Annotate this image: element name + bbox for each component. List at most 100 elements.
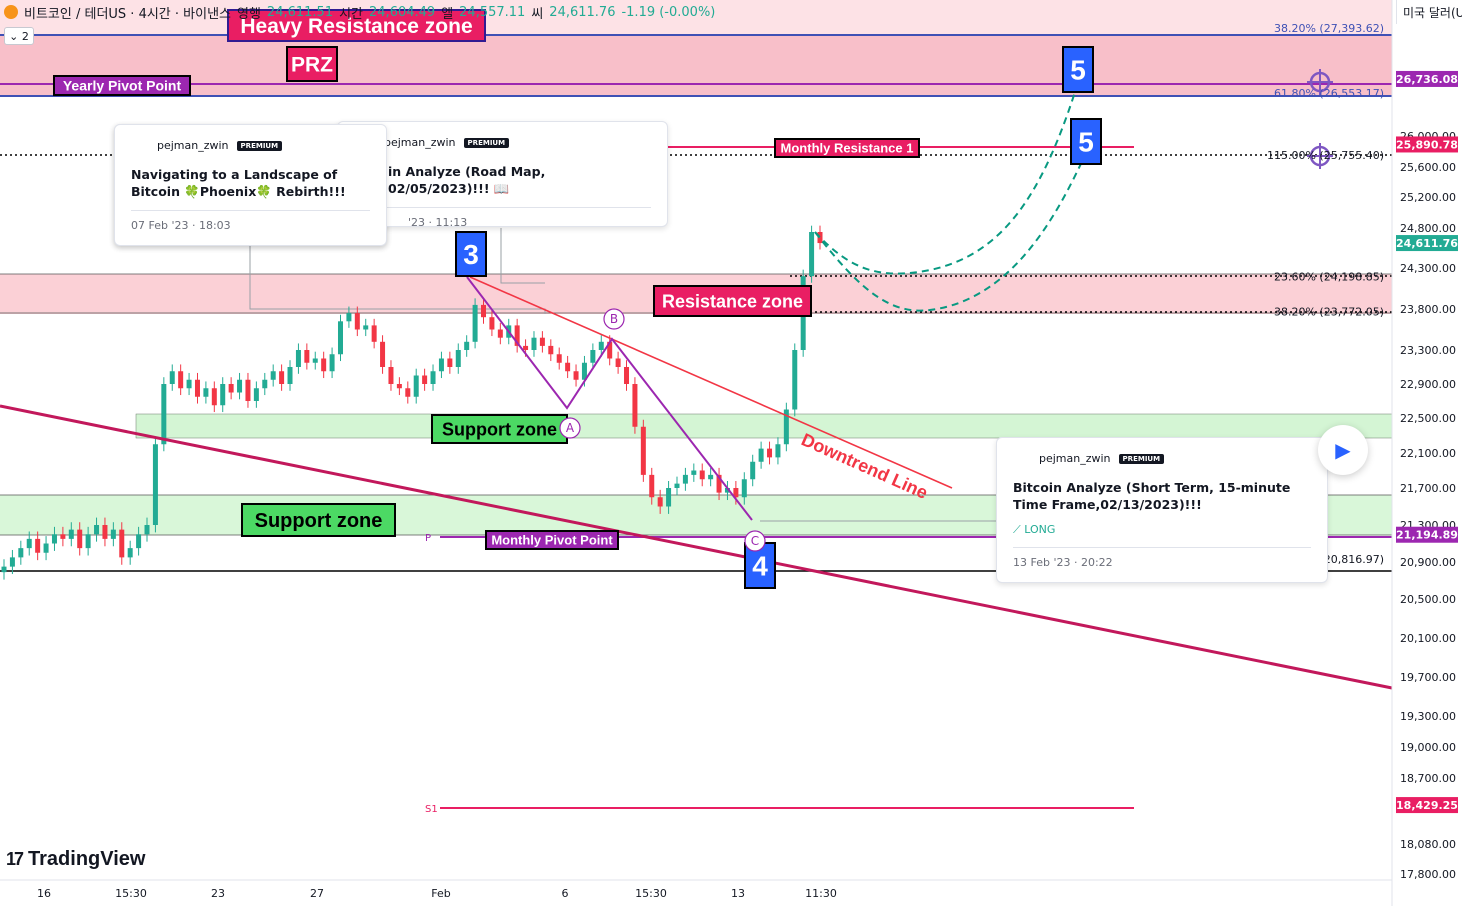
fib-level-label: 38.20% (23,772.05) [1274, 305, 1384, 318]
premium-badge: PREMIUM [236, 140, 283, 151]
support-zone-label-1: Support zone [442, 419, 557, 439]
time-tick-label: 23 [211, 887, 225, 900]
price-tag-box [1396, 797, 1458, 814]
candle-body [581, 362, 587, 380]
support-band-1 [135, 413, 1393, 439]
candle-body [110, 529, 116, 539]
candle-body [363, 325, 369, 330]
target-icon [1307, 69, 1333, 95]
candle-body [1, 566, 7, 573]
candle-body [598, 341, 604, 350]
candle-body [194, 379, 200, 397]
tradingview-mark-icon: 17 [6, 849, 24, 869]
candle-body [102, 525, 108, 539]
card-title[interactable]: Navigating to a Landscape of Bitcoin 🍀Ph… [131, 167, 346, 199]
support-zone-label-2-box [241, 503, 396, 537]
candle-body [691, 470, 697, 475]
candle-body [481, 304, 487, 318]
price-tick-label: 17,800.00 [1400, 868, 1456, 881]
yearly-pivot-label: Yearly Pivot Point [63, 78, 182, 94]
close-value: 24,611.76 [549, 4, 616, 20]
monthly-resistance-label-box [774, 138, 920, 158]
candle-body [270, 371, 276, 380]
candle-body [792, 350, 798, 410]
candle-body [51, 534, 57, 544]
play-icon[interactable]: ▶ [1318, 425, 1368, 475]
candle-body [228, 384, 234, 393]
idea-card-1-front[interactable]: pejman_zwin PREMIUM Navigating to a Lands… [114, 124, 387, 246]
candle-body [169, 371, 175, 384]
prz-label: PRZ [291, 54, 333, 77]
candle-body [548, 345, 554, 355]
candle-body [455, 350, 461, 367]
candle-body [817, 232, 823, 244]
time-tick-label: 15:30 [115, 887, 147, 900]
candle-body [649, 474, 655, 498]
wave-circle [603, 308, 625, 330]
card-title[interactable]: in Analyze (Road Map, 02/05/2023)!!! 📖 [388, 164, 546, 196]
candle-body [590, 350, 596, 363]
time-tick-label: 11:30 [805, 887, 837, 900]
card-date: '23 · 11:13 [354, 207, 651, 226]
wave-4-label: 4 [752, 551, 768, 582]
candle-body [666, 488, 672, 507]
candle-body [472, 304, 478, 342]
resistance-zone-label-box [653, 285, 812, 317]
heavy-resistance-label-box [227, 9, 486, 42]
candle-body [94, 525, 100, 535]
price-tick-label: 22,500.00 [1400, 412, 1456, 425]
idea-card-3[interactable]: pejman_zwin PREMIUM Bitcoin Analyze (Shor… [996, 437, 1328, 583]
candle-body [514, 325, 520, 346]
candle-body [279, 371, 285, 384]
candle-body [682, 474, 688, 484]
tradingview-logo[interactable]: 17 TradingView [6, 848, 145, 871]
candle-body [295, 350, 301, 367]
card-author[interactable]: pejman_zwin [1039, 452, 1111, 465]
monthly-pivot-label-box [485, 530, 619, 550]
candle-body [489, 317, 495, 330]
time-tick-label: 13 [731, 887, 745, 900]
currency-selector[interactable]: 미국 달러(U [1396, 0, 1462, 24]
pivot-s1-label: S1 [425, 804, 438, 815]
candle-body [144, 525, 150, 535]
candle-body [733, 488, 739, 498]
card-title[interactable]: Bitcoin Analyze (Short Term, 15-minute T… [1013, 480, 1291, 512]
candle-body [337, 321, 343, 355]
candle-body [708, 474, 714, 480]
open-label: 영행 [237, 6, 261, 22]
downtrend-line [469, 276, 953, 489]
candle-body [354, 313, 360, 330]
card-author[interactable]: pejman_zwin [157, 139, 229, 152]
wave-3-label-box [455, 231, 487, 277]
candle-body [371, 325, 377, 342]
candle-body [77, 529, 83, 549]
price-tag-box [1396, 235, 1458, 252]
candle-body [26, 538, 32, 549]
monthly-pivot-label: Monthly Pivot Point [491, 533, 613, 548]
fib-level-label: 115.00% (25,755.40) [1267, 149, 1384, 162]
symbol-name[interactable]: 비트코인 / 테더US · 4시간 · 바이낸스 [24, 6, 231, 22]
candle-body [716, 474, 722, 493]
price-tick-label: 21,700.00 [1400, 482, 1456, 495]
card-author[interactable]: pejman_zwin [384, 136, 456, 149]
price-tick-label: 25,200.00 [1400, 191, 1456, 204]
long-trend-line [0, 404, 1393, 690]
candle-body [127, 548, 133, 558]
price-tick-label: 24,300.00 [1400, 262, 1456, 275]
price-tag-label: 18,429.25 [1396, 799, 1458, 812]
idea-card-2[interactable]: pejman_zwin PREMIUM in Analyze (Road Map,… [337, 121, 668, 227]
prz-label-box [286, 46, 338, 82]
price-tick-label: 23,300.00 [1400, 344, 1456, 357]
resistance-zone-label: Resistance zone [662, 291, 803, 311]
candle-body [119, 529, 125, 558]
indicator-toggle[interactable]: ⌄ 2 [4, 27, 34, 45]
candle-body [9, 557, 15, 567]
wave-3-label: 3 [463, 239, 479, 270]
close-label: 씨 [531, 6, 544, 22]
bitcoin-icon [4, 5, 18, 19]
candle-body [573, 371, 579, 380]
price-tick-label: 20,500.00 [1400, 593, 1456, 606]
candle-body [329, 354, 335, 372]
candle-body [178, 371, 184, 389]
